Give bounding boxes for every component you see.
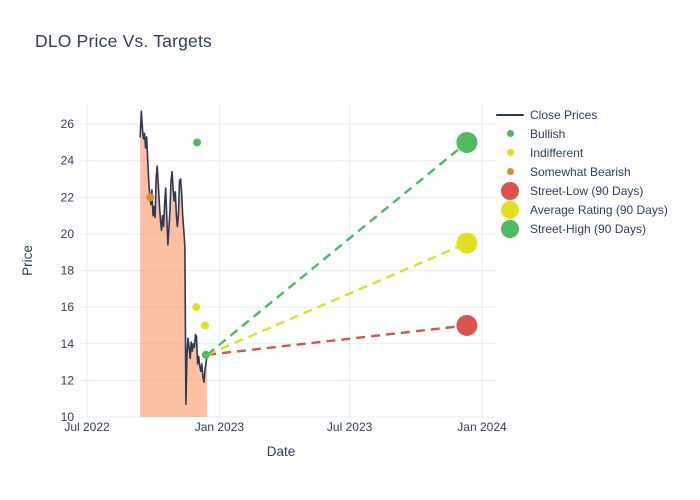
chart-legend: Close Prices Bullish Indifferent Somewhat B… bbox=[492, 105, 668, 238]
legend-item-somewhat-bearish[interactable]: Somewhat Bearish bbox=[492, 162, 668, 181]
y-tick-label: 18 bbox=[61, 264, 75, 278]
legend-item-label: Street-High (90 Days) bbox=[530, 221, 647, 236]
rating-dot[interactable] bbox=[192, 303, 201, 312]
legend-dot-icon bbox=[492, 200, 528, 219]
close-prices-area bbox=[140, 111, 208, 418]
legend-item-bullish[interactable]: Bullish bbox=[492, 124, 668, 143]
target-trend-line bbox=[207, 324, 468, 356]
y-tick-label: 10 bbox=[61, 410, 75, 424]
y-tick-label: 14 bbox=[61, 337, 75, 351]
legend-item-label: Street-Low (90 Days) bbox=[530, 183, 644, 198]
legend-dot-icon bbox=[492, 130, 528, 137]
chart-title: DLO Price Vs. Targets bbox=[35, 31, 212, 51]
x-tick-label: Jan 2024 bbox=[457, 420, 507, 434]
rating-dot[interactable] bbox=[200, 321, 209, 330]
legend-dot-icon bbox=[492, 181, 528, 200]
legend-item-label: Somewhat Bearish bbox=[530, 164, 631, 179]
rating-dot[interactable] bbox=[146, 193, 155, 202]
tick-labels: 10 12 14 16 18 20 22 24 26 Jul 2022 Jan 2023 Jul 20… bbox=[61, 117, 507, 434]
y-tick-label: 24 bbox=[61, 154, 75, 168]
x-tick-label: Jul 2023 bbox=[327, 420, 373, 434]
legend-item-average-rating-90-days[interactable]: Average Rating (90 Days) bbox=[492, 200, 668, 219]
legend-item-label: Close Prices bbox=[530, 107, 598, 122]
x-axis-title: Date bbox=[267, 444, 296, 459]
x-tick-label: Jul 2022 bbox=[64, 420, 110, 434]
legend-item-close-prices[interactable]: Close Prices bbox=[492, 105, 668, 124]
target-marker[interactable] bbox=[456, 131, 478, 153]
y-tick-label: 16 bbox=[61, 300, 75, 314]
y-axis-title: Price bbox=[20, 245, 35, 276]
legend-item-label: Indifferent bbox=[530, 145, 584, 160]
target-trend-line bbox=[206, 141, 468, 356]
legend-item-street-high-90-days[interactable]: Street-High (90 Days) bbox=[492, 219, 668, 238]
x-tick-label: Jan 2023 bbox=[195, 420, 245, 434]
legend-dot-icon bbox=[492, 168, 528, 175]
legend-dot-icon bbox=[492, 219, 528, 238]
rating-dot[interactable] bbox=[201, 350, 210, 359]
target-marker[interactable] bbox=[456, 232, 478, 254]
y-tick-label: 20 bbox=[61, 227, 75, 241]
y-tick-label: 26 bbox=[61, 117, 75, 131]
legend-line-icon bbox=[492, 113, 528, 116]
legend-item-label: Average Rating (90 Days) bbox=[530, 202, 668, 217]
target-trend-line bbox=[206, 242, 468, 356]
gridlines bbox=[80, 104, 496, 418]
target-marker[interactable] bbox=[456, 314, 478, 336]
legend-item-street-low-90-days[interactable]: Street-Low (90 Days) bbox=[492, 181, 668, 200]
y-tick-label: 12 bbox=[61, 373, 75, 387]
legend-item-indifferent[interactable]: Indifferent bbox=[492, 143, 668, 162]
rating-dot[interactable] bbox=[193, 138, 202, 147]
legend-dot-icon bbox=[492, 149, 528, 156]
y-tick-label: 22 bbox=[61, 190, 75, 204]
legend-item-label: Bullish bbox=[530, 126, 566, 141]
